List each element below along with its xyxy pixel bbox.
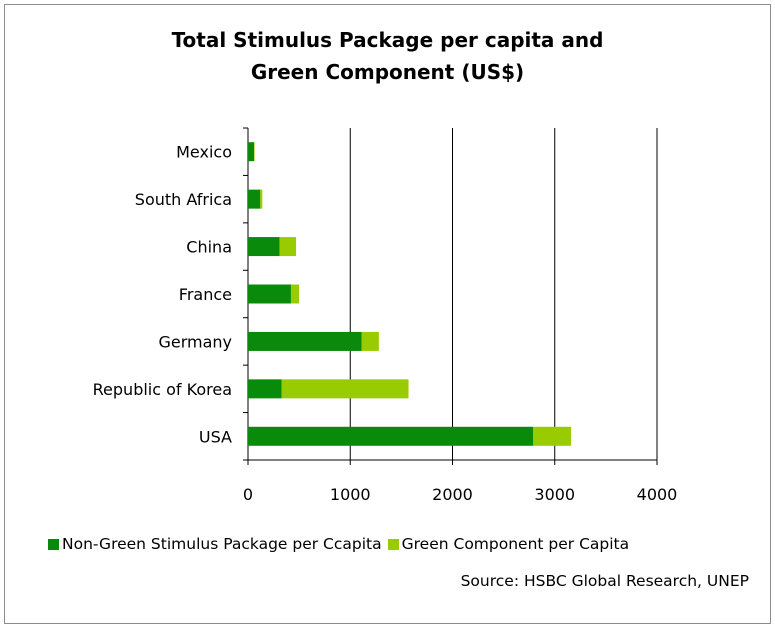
chart-title: Total Stimulus Package per capita and Gr… [0,24,775,88]
bar-non-green [248,189,261,209]
legend-item-non-green: Non-Green Stimulus Package per Ccapita [48,535,382,553]
x-tick-label: 2000 [432,485,473,504]
y-tick-label: USA [199,427,232,446]
x-tick-label: 1000 [330,485,371,504]
chart-legend: Non-Green Stimulus Package per Ccapita G… [48,535,635,553]
bar-non-green [248,379,282,399]
legend-label-green: Green Component per Capita [401,535,630,553]
x-tick-label: 0 [243,485,253,504]
bar-green [254,142,255,162]
bar-green [290,284,300,304]
source-note: Source: HSBC Global Research, UNEP [460,572,749,590]
legend-item-green: Green Component per Capita [387,535,630,553]
bar-green [533,426,572,446]
chart-title-line-1: Total Stimulus Package per capita and [171,28,604,52]
legend-swatch-green [387,538,399,550]
y-tick-label: Mexico [176,143,232,162]
bar-chart: 0 1000 2000 3000 4000 Mexico South Africa China… [93,127,678,504]
x-tick-label: 4000 [637,485,678,504]
bar-non-green [248,331,362,351]
y-tick-label: Republic of Korea [93,380,232,399]
y-tick-label: China [186,238,232,257]
y-tick-label: South Africa [135,190,232,209]
bar-non-green [248,142,255,162]
x-tick-label: 3000 [534,485,575,504]
legend-swatch-non-green [48,538,59,550]
y-tick-label: France [179,285,232,304]
bar-green [260,189,263,209]
bar-non-green [248,284,291,304]
chart-title-line-2: Green Component (US$) [250,60,525,84]
bar-green [361,331,379,351]
bar-non-green [248,237,280,257]
legend-label-non-green: Non-Green Stimulus Package per Ccapita [62,535,382,553]
bar-green [281,379,409,399]
bar-non-green [248,426,534,446]
y-tick-label: Germany [158,332,232,351]
bar-green [279,237,297,257]
